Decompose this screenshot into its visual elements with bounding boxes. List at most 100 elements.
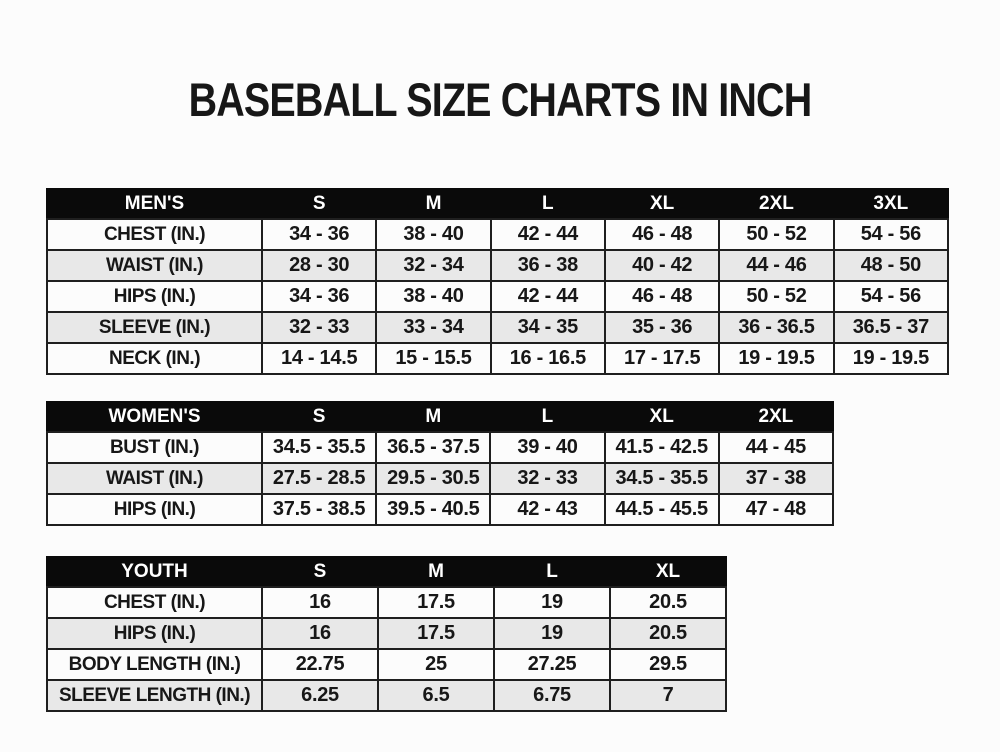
size-column-header: 3XL [832, 188, 950, 220]
measurement-row: BUST (IN.) 34.5 - 35.5 36.5 - 37.5 39 - 40 4… [46, 431, 835, 464]
measurement-row: SLEEVE (IN.) 32 - 33 33 - 34 34 - 35 35 - 36… [46, 311, 950, 344]
size-value-cell: 36.5 - 37 [832, 311, 950, 344]
row-label: SLEEVE (IN.) [46, 311, 263, 344]
row-label: WAIST (IN.) [46, 462, 263, 495]
size-value-cell: 20.5 [609, 586, 727, 619]
size-value-cell: 19 - 19.5 [718, 342, 835, 375]
size-value-cell: 17.5 [377, 586, 495, 619]
mens-table-grid: MEN'S S M L XL 2XL 3XL CHEST (IN.) 34 - 36 38 - 4… [46, 188, 950, 375]
size-value-cell: 38 - 40 [375, 218, 492, 251]
size-value-cell: 32 - 34 [375, 249, 492, 282]
size-value-cell: 27.5 - 28.5 [260, 462, 378, 495]
womens-size-table: WOMEN'S S M L XL 2XL BUST (IN.) 34.5 - 35.5 36.5… [46, 401, 835, 526]
size-value-cell: 29.5 [609, 648, 727, 681]
size-value-cell: 42 - 43 [489, 493, 606, 526]
row-label: WAIST (IN.) [46, 249, 263, 282]
size-value-cell: 38 - 40 [375, 280, 492, 313]
size-value-cell: 34 - 36 [260, 280, 378, 313]
measurement-row: SLEEVE LENGTH (IN.) 6.25 6.5 6.75 7 [46, 679, 727, 712]
size-value-cell: 34.5 - 35.5 [260, 431, 378, 464]
size-value-cell: 42 - 44 [489, 218, 606, 251]
mens-size-table: MEN'S S M L XL 2XL 3XL CHEST (IN.) 34 - 36 38 - 4… [46, 188, 950, 375]
size-value-cell: 7 [609, 679, 727, 712]
size-value-cell: 36.5 - 37.5 [375, 431, 492, 464]
size-value-cell: 42 - 44 [489, 280, 606, 313]
size-value-cell: 27.25 [493, 648, 611, 681]
size-value-cell: 54 - 56 [832, 218, 950, 251]
size-value-cell: 6.5 [377, 679, 495, 712]
row-label: BODY LENGTH (IN.) [46, 648, 263, 681]
youth-header-row: YOUTH S M L XL [46, 556, 727, 588]
measurement-row: HIPS (IN.) 16 17.5 19 20.5 [46, 617, 727, 650]
row-label: CHEST (IN.) [46, 218, 263, 251]
size-column-header: M [375, 401, 492, 433]
youth-size-table: YOUTH S M L XL CHEST (IN.) 16 17.5 19 20.5 HIPS (I… [46, 556, 727, 712]
mens-header-row: MEN'S S M L XL 2XL 3XL [46, 188, 950, 220]
size-value-cell: 17.5 [377, 617, 495, 650]
youth-group-header: YOUTH [46, 556, 263, 588]
size-value-cell: 41.5 - 42.5 [603, 431, 720, 464]
size-column-header: M [377, 556, 495, 588]
size-value-cell: 47 - 48 [717, 493, 835, 526]
size-value-cell: 32 - 33 [260, 311, 378, 344]
size-value-cell: 39 - 40 [489, 431, 606, 464]
size-value-cell: 25 [377, 648, 495, 681]
size-column-header: XL [609, 556, 727, 588]
size-value-cell: 44 - 45 [717, 431, 835, 464]
size-value-cell: 6.75 [493, 679, 611, 712]
measurement-row: WAIST (IN.) 28 - 30 32 - 34 36 - 38 40 - 42 4… [46, 249, 950, 282]
size-value-cell: 48 - 50 [832, 249, 950, 282]
mens-group-header: MEN'S [46, 188, 263, 220]
measurement-row: HIPS (IN.) 37.5 - 38.5 39.5 - 40.5 42 - 43 4… [46, 493, 835, 526]
size-column-header: L [493, 556, 611, 588]
size-value-cell: 14 - 14.5 [260, 342, 378, 375]
row-label: HIPS (IN.) [46, 280, 263, 313]
size-value-cell: 22.75 [261, 648, 379, 681]
size-column-header: XL [603, 401, 720, 433]
measurement-row: CHEST (IN.) 34 - 36 38 - 40 42 - 44 46 - 48 5… [46, 218, 950, 251]
size-column-header: XL [603, 188, 721, 220]
measurement-row: HIPS (IN.) 34 - 36 38 - 40 42 - 44 46 - 48 50… [46, 280, 950, 313]
size-value-cell: 20.5 [609, 617, 727, 650]
size-value-cell: 40 - 42 [603, 249, 721, 282]
size-value-cell: 46 - 48 [603, 280, 721, 313]
size-value-cell: 35 - 36 [603, 311, 721, 344]
measurement-row: CHEST (IN.) 16 17.5 19 20.5 [46, 586, 727, 619]
size-value-cell: 19 [493, 617, 611, 650]
size-value-cell: 28 - 30 [260, 249, 378, 282]
size-value-cell: 34 - 35 [489, 311, 606, 344]
size-value-cell: 44.5 - 45.5 [603, 493, 720, 526]
size-column-header: 2XL [718, 188, 835, 220]
row-label: BUST (IN.) [46, 431, 263, 464]
row-label: HIPS (IN.) [46, 617, 263, 650]
size-value-cell: 16 - 16.5 [489, 342, 606, 375]
size-value-cell: 19 [493, 586, 611, 619]
size-column-header: 2XL [717, 401, 835, 433]
size-column-header: S [260, 188, 378, 220]
womens-group-header: WOMEN'S [46, 401, 263, 433]
size-value-cell: 19 - 19.5 [832, 342, 950, 375]
size-value-cell: 34 - 36 [260, 218, 378, 251]
size-column-header: M [375, 188, 492, 220]
measurement-row: BODY LENGTH (IN.) 22.75 25 27.25 29.5 [46, 648, 727, 681]
youth-table-grid: YOUTH S M L XL CHEST (IN.) 16 17.5 19 20.5 HIPS (I… [46, 556, 727, 712]
size-column-header: L [489, 188, 606, 220]
size-column-header: S [260, 401, 378, 433]
size-value-cell: 34.5 - 35.5 [603, 462, 720, 495]
size-value-cell: 50 - 52 [718, 280, 835, 313]
size-value-cell: 37 - 38 [717, 462, 835, 495]
size-column-header: L [489, 401, 606, 433]
size-value-cell: 39.5 - 40.5 [375, 493, 492, 526]
size-value-cell: 16 [261, 617, 379, 650]
row-label: CHEST (IN.) [46, 586, 263, 619]
womens-header-row: WOMEN'S S M L XL 2XL [46, 401, 835, 433]
size-value-cell: 17 - 17.5 [603, 342, 721, 375]
size-value-cell: 29.5 - 30.5 [375, 462, 492, 495]
size-value-cell: 46 - 48 [603, 218, 721, 251]
size-value-cell: 15 - 15.5 [375, 342, 492, 375]
row-label: HIPS (IN.) [46, 493, 263, 526]
size-value-cell: 32 - 33 [489, 462, 606, 495]
size-value-cell: 50 - 52 [718, 218, 835, 251]
page-title: BASEBALL SIZE CHARTS IN INCH [188, 73, 813, 126]
size-value-cell: 6.25 [261, 679, 379, 712]
